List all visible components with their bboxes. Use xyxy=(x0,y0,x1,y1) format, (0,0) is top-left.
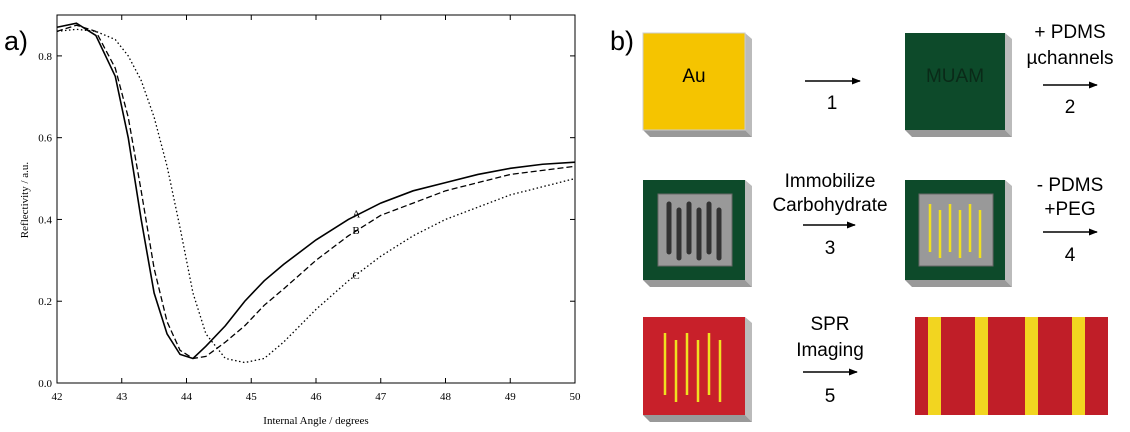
series-line xyxy=(56,22,576,360)
tile-label: MUAM xyxy=(926,66,984,87)
series-label: C xyxy=(352,270,359,282)
y-tick-label: 0.2 xyxy=(38,296,52,308)
tile-channels xyxy=(643,180,752,287)
series-line xyxy=(56,28,576,364)
x-tick-label: 43 xyxy=(116,391,128,403)
step-number: 3 xyxy=(825,238,836,259)
y-tick-label: 0.4 xyxy=(38,214,52,226)
x-tick-label: 48 xyxy=(440,391,452,403)
step-text: +PEG xyxy=(1044,199,1095,220)
x-tick-label: 50 xyxy=(570,391,582,403)
step-text: Carbohydrate xyxy=(772,195,887,216)
step-text: - PDMS xyxy=(1037,175,1104,196)
y-tick-label: 0.6 xyxy=(38,133,52,145)
series-line xyxy=(56,24,576,360)
x-tick-label: 44 xyxy=(181,391,193,403)
tile-au: Au xyxy=(642,32,752,137)
panel-label: a) xyxy=(4,26,28,56)
tile-carbohydrate xyxy=(905,180,1012,287)
step-text: SPR xyxy=(810,314,849,335)
step-number: 2 xyxy=(1065,97,1076,118)
step-number: 1 xyxy=(827,93,838,114)
step-text: + PDMS xyxy=(1034,22,1105,43)
step-number: 5 xyxy=(825,386,836,407)
spr-image xyxy=(915,317,1108,415)
arrows xyxy=(803,77,1098,376)
series-label: B xyxy=(352,225,359,237)
plot-frame xyxy=(56,14,576,384)
x-axis-label: Internal Angle / degrees xyxy=(263,415,368,427)
step-number: 4 xyxy=(1065,245,1076,266)
y-tick-label: 0.8 xyxy=(38,51,52,63)
x-tick-label: 42 xyxy=(52,391,63,403)
y-tick-label: 0.0 xyxy=(38,378,52,390)
x-tick-label: 45 xyxy=(246,391,258,403)
x-tick-label: 49 xyxy=(505,391,517,403)
tile-muam: MUAM xyxy=(905,33,1012,137)
tile-peg xyxy=(643,317,752,422)
x-tick-label: 47 xyxy=(375,391,387,403)
x-tick-label: 46 xyxy=(311,391,323,403)
plot: 42 43 44 45 46 47 48 49 50 0.0 0.2 0.4 0.6 0.8 AB C xyxy=(38,14,582,403)
tile-label: Au xyxy=(682,66,705,87)
series-label: A xyxy=(352,208,360,220)
step-text: Immobilize xyxy=(785,171,876,192)
step-text: µchannels xyxy=(1026,48,1113,69)
step-text: Imaging xyxy=(796,340,864,361)
y-axis-label: Reflectivity / a.u. xyxy=(19,162,31,239)
panel-label: b) xyxy=(610,26,634,56)
